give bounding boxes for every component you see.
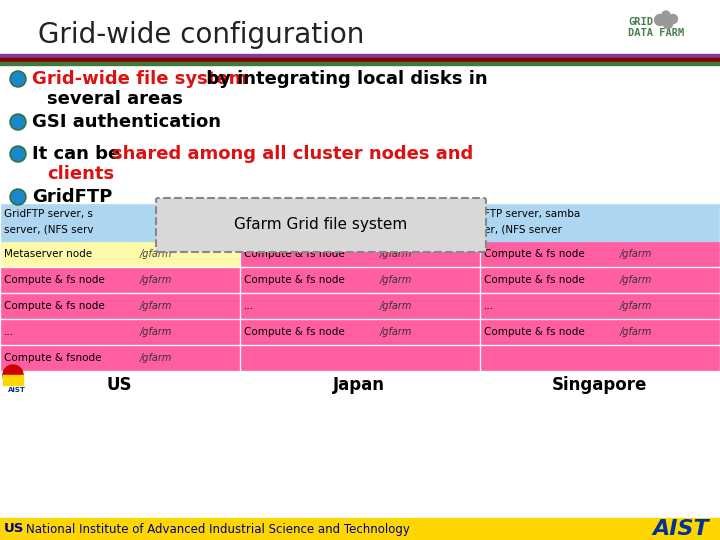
Bar: [0, 58, 720, 61]
Text: It can be: It can be: [32, 145, 127, 163]
Text: Grid-wide file system: Grid-wide file system: [32, 70, 248, 88]
Text: server, (NFS serv: server, (NFS serv: [4, 224, 94, 234]
Bar: [1, 346, 239, 370]
Bar: [0, 518, 720, 540]
Circle shape: [668, 15, 678, 24]
Text: /gfarm: /gfarm: [380, 249, 413, 259]
Bar: [1, 242, 239, 266]
Text: shared among all cluster nodes and: shared among all cluster nodes and: [112, 145, 473, 163]
Text: several areas: several areas: [47, 90, 183, 108]
FancyBboxPatch shape: [156, 198, 486, 252]
Circle shape: [10, 146, 26, 162]
Bar: [481, 294, 719, 318]
Text: ...: ...: [4, 327, 14, 337]
Text: GRID: GRID: [628, 17, 653, 27]
Text: server, (NFS serv: server, (NFS serv: [244, 224, 333, 234]
Text: National Institute of Advanced Industrial Science and Technology: National Institute of Advanced Industria…: [26, 523, 410, 536]
Circle shape: [12, 147, 24, 160]
Text: Compute & fs node: Compute & fs node: [244, 327, 345, 337]
Text: Compute & fs node: Compute & fs node: [4, 275, 104, 285]
Text: /gfarm: /gfarm: [380, 275, 413, 285]
Text: /gfarm: /gfarm: [140, 327, 172, 337]
Text: clients: clients: [47, 165, 114, 183]
Bar: [3, 375, 23, 385]
Text: US: US: [107, 376, 132, 394]
Circle shape: [10, 114, 26, 130]
Text: GSI authentication: GSI authentication: [32, 113, 221, 131]
Bar: [481, 268, 719, 292]
Bar: [1, 204, 239, 242]
Text: Compute & fs node: Compute & fs node: [484, 275, 585, 285]
Text: ...: ...: [244, 301, 254, 311]
Bar: [0, 62, 720, 65]
Text: /gfarm: /gfarm: [620, 249, 652, 259]
Bar: [481, 346, 719, 370]
Text: AIST: AIST: [652, 519, 708, 539]
Text: /gfarm: /gfarm: [140, 301, 172, 311]
Text: Compute & fs node: Compute & fs node: [244, 249, 345, 259]
Text: US: US: [4, 523, 24, 536]
Bar: [481, 242, 719, 266]
Bar: [241, 204, 479, 242]
Bar: [241, 268, 479, 292]
Circle shape: [10, 71, 26, 87]
Text: Japan: Japan: [333, 376, 385, 394]
Text: /gfarm: /gfarm: [140, 249, 172, 259]
Circle shape: [654, 15, 665, 25]
Text: /gfarm: /gfarm: [380, 301, 413, 311]
Text: Grid-wide configuration: Grid-wide configuration: [38, 21, 364, 49]
Bar: [481, 204, 719, 242]
Bar: [481, 320, 719, 344]
Circle shape: [662, 11, 670, 19]
Text: /gfarm: /gfarm: [620, 301, 652, 311]
Text: FTP server, samba: FTP server, samba: [484, 209, 580, 219]
Circle shape: [12, 191, 24, 204]
Text: er, (NFS server: er, (NFS server: [484, 224, 562, 234]
Text: /gfarm: /gfarm: [380, 327, 413, 337]
Bar: [0, 54, 720, 57]
Text: GridFTP: GridFTP: [32, 188, 112, 206]
Text: /gfarm: /gfarm: [140, 275, 172, 285]
Bar: [241, 346, 479, 370]
Circle shape: [12, 72, 24, 85]
Text: Gfarm Grid file system: Gfarm Grid file system: [235, 218, 408, 233]
Text: Metaserver node: Metaserver node: [4, 249, 92, 259]
Text: DATA FARM: DATA FARM: [628, 28, 684, 38]
Circle shape: [3, 365, 23, 385]
Text: ...: ...: [484, 301, 494, 311]
Bar: [241, 294, 479, 318]
Text: Compute & fs node: Compute & fs node: [4, 301, 104, 311]
Text: Compute & fs node: Compute & fs node: [484, 249, 585, 259]
Text: Singapore: Singapore: [552, 376, 647, 394]
Circle shape: [10, 189, 26, 205]
Circle shape: [664, 19, 672, 29]
Text: Compute & fsnode: Compute & fsnode: [4, 353, 102, 363]
Bar: [1, 294, 239, 318]
Text: by integrating local disks in: by integrating local disks in: [200, 70, 487, 88]
Text: Compute & fs node: Compute & fs node: [484, 327, 585, 337]
Bar: [1, 268, 239, 292]
Text: AIST: AIST: [8, 387, 26, 393]
Text: Compute & fs node: Compute & fs node: [244, 275, 345, 285]
Bar: [241, 242, 479, 266]
Text: GridFTP server, s: GridFTP server, s: [244, 209, 333, 219]
Text: /gfarm: /gfarm: [140, 353, 172, 363]
Text: /gfarm: /gfarm: [620, 327, 652, 337]
Bar: [1, 320, 239, 344]
Text: /gfarm: /gfarm: [620, 275, 652, 285]
Text: GridFTP server, s: GridFTP server, s: [4, 209, 93, 219]
Circle shape: [12, 116, 24, 129]
Bar: [241, 320, 479, 344]
